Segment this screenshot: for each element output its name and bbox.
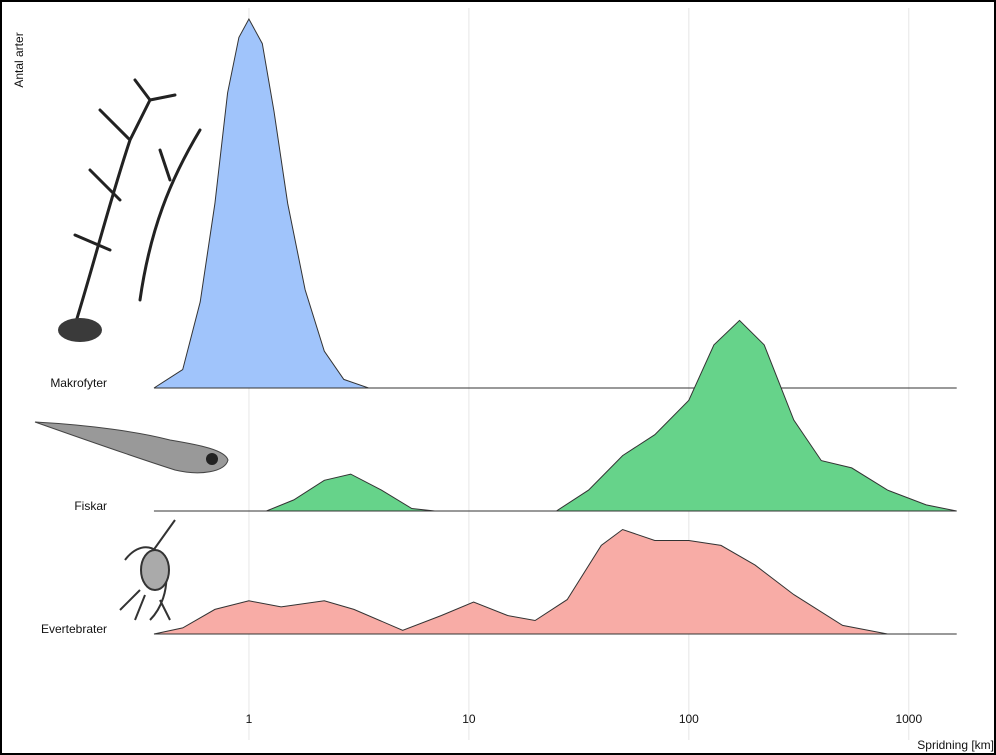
x-tick-label: 1 bbox=[246, 712, 253, 726]
x-tick-label: 10 bbox=[462, 712, 476, 726]
x-axis-title: Spridning [km] bbox=[917, 738, 994, 752]
ridge-label: Makrofyter bbox=[50, 376, 107, 390]
ridge-label: Fiskar bbox=[74, 499, 107, 513]
ridge-label: Evertebrater bbox=[41, 622, 107, 636]
x-tick-label: 100 bbox=[679, 712, 699, 726]
y-axis-title: Antal arter bbox=[12, 32, 26, 87]
fish-eye bbox=[206, 453, 218, 465]
frame bbox=[1, 1, 995, 754]
chart: Makrofyter Fiskar Evertebrater Antal arter… bbox=[0, 0, 996, 755]
x-tick-label: 1000 bbox=[895, 712, 922, 726]
